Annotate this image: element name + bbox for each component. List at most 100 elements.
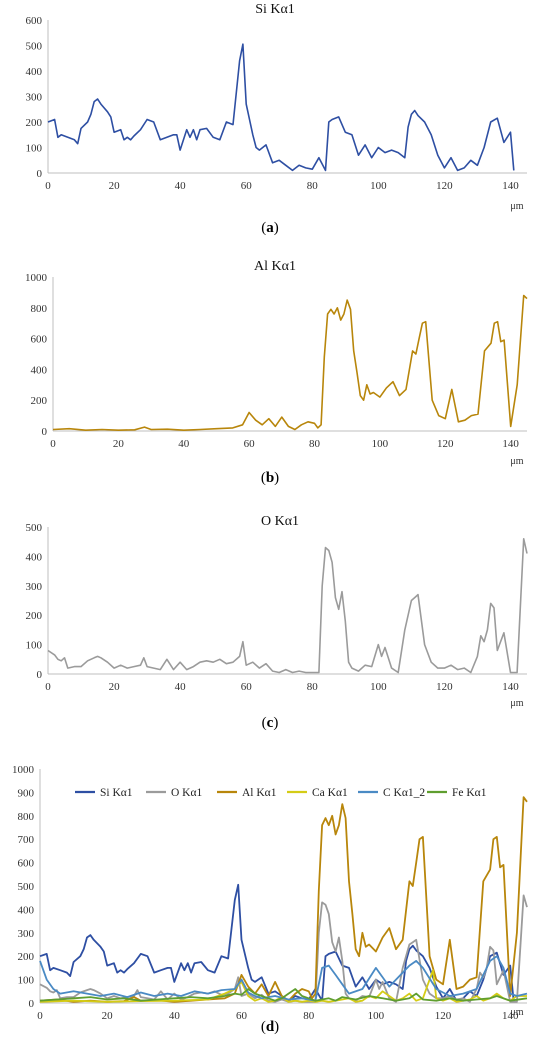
panel-d-caption-letter: d <box>266 1019 275 1035</box>
y-tick-label: 0 <box>29 998 35 1010</box>
panel-c-title: O Kα1 <box>261 514 299 529</box>
y-tick-label: 400 <box>26 66 43 78</box>
panel-c-caption: (c) <box>262 715 279 731</box>
x-tick-label: 120 <box>436 681 453 693</box>
x-tick-label: 140 <box>502 681 519 693</box>
x-tick-label: 60 <box>244 438 256 450</box>
y-tick-label: 800 <box>18 811 35 823</box>
y-tick-label: 500 <box>26 41 43 53</box>
panel-c: O Kα1 0 100 200 300 400 500 0 20 40 60 80 100 120 140… <box>26 514 528 731</box>
series-line-fe-k-1 <box>39 988 528 1002</box>
x-tick-label: 60 <box>241 180 253 192</box>
panel-b-x-unit: μm <box>510 456 523 467</box>
x-tick-label: 140 <box>502 438 519 450</box>
y-tick-label: 600 <box>18 858 35 870</box>
y-tick-label: 200 <box>26 610 43 622</box>
y-tick-label: 900 <box>18 787 35 799</box>
panel-d-x-unit: μm <box>510 1007 523 1018</box>
panel-b: Al Kα1 0 200 400 600 800 1000 0 20 40 60 80 100 120 1… <box>25 259 528 486</box>
y-tick-label: 400 <box>31 364 48 376</box>
panel-a-caption: (a) <box>261 220 279 236</box>
panel-d-caption: (d) <box>261 1019 279 1035</box>
x-tick-label: 0 <box>45 180 51 192</box>
y-tick-label: 700 <box>18 834 35 846</box>
x-tick-label: 80 <box>307 681 319 693</box>
legend-label: Al Kα1 <box>242 787 277 799</box>
x-tick-label: 100 <box>372 438 389 450</box>
y-tick-label: 500 <box>26 522 43 534</box>
x-tick-label: 40 <box>178 438 190 450</box>
y-tick-label: 100 <box>18 975 35 987</box>
x-tick-label: 20 <box>109 180 121 192</box>
x-tick-label: 40 <box>175 681 187 693</box>
legend-label: Si Kα1 <box>100 787 133 799</box>
x-tick-label: 0 <box>45 681 51 693</box>
panel-b-plot <box>52 294 528 432</box>
x-tick-label: 20 <box>102 1010 114 1022</box>
x-tick-label: 80 <box>307 180 319 192</box>
y-tick-label: 1000 <box>12 764 35 776</box>
x-tick-label: 60 <box>241 681 253 693</box>
x-tick-label: 80 <box>309 438 321 450</box>
y-tick-label: 400 <box>18 904 35 916</box>
y-tick-label: 600 <box>26 15 43 27</box>
y-tick-label: 100 <box>26 143 43 155</box>
x-tick-label: 120 <box>435 1010 452 1022</box>
panel-a-plot <box>47 43 515 172</box>
panel-c-x-unit: μm <box>510 698 523 709</box>
series-line-c-k-1-2 <box>39 955 528 1002</box>
panel-a-title: Si Kα1 <box>255 2 295 17</box>
y-tick-label: 300 <box>26 581 43 593</box>
panel-d-plot <box>39 796 528 1003</box>
y-tick-label: 500 <box>18 881 35 893</box>
y-tick-label: 1000 <box>25 272 48 284</box>
y-tick-label: 600 <box>31 334 48 346</box>
panel-a-caption-letter: a <box>266 220 274 236</box>
x-tick-label: 120 <box>437 438 454 450</box>
x-tick-label: 140 <box>502 1010 519 1022</box>
x-tick-label: 140 <box>502 180 519 192</box>
series-line-si-k-1 <box>39 883 515 1002</box>
y-tick-label: 300 <box>26 92 43 104</box>
panel-b-caption-letter: b <box>266 470 274 486</box>
x-tick-label: 0 <box>37 1010 43 1022</box>
x-tick-label: 0 <box>50 438 56 450</box>
x-tick-label: 40 <box>175 180 187 192</box>
panel-d-axes: 0 100 200 300 400 500 600 700 800 900 1000 0 20 40 60 8… <box>12 764 527 1022</box>
series-line-0 <box>47 537 528 674</box>
x-tick-label: 20 <box>113 438 125 450</box>
legend-label: C Kα1_2 <box>383 787 425 799</box>
legend-label: O Kα1 <box>171 787 203 799</box>
y-tick-label: 0 <box>37 168 43 180</box>
y-tick-label: 400 <box>26 551 43 563</box>
panel-b-caption: (b) <box>261 470 279 486</box>
panel-d: 0 100 200 300 400 500 600 700 800 900 1000 0 20 40 60 8… <box>12 764 528 1035</box>
panel-b-title: Al Kα1 <box>254 259 296 274</box>
x-tick-label: 80 <box>303 1010 315 1022</box>
x-tick-label: 20 <box>109 681 121 693</box>
x-tick-label: 100 <box>370 180 387 192</box>
panel-c-plot <box>47 537 528 674</box>
y-tick-label: 200 <box>31 395 48 407</box>
panel-d-legend: Si Kα1 O Kα1 Al Kα1 Ca Kα1 C Kα1_2 Fe Kα1 <box>75 787 487 799</box>
panel-b-axes: 0 200 400 600 800 1000 0 20 40 60 80 100 120 140 <box>25 272 527 450</box>
series-line-0 <box>47 43 515 172</box>
legend-label: Fe Kα1 <box>452 787 487 799</box>
y-tick-label: 0 <box>37 669 43 681</box>
y-tick-label: 800 <box>31 303 48 315</box>
panel-a-x-unit: μm <box>510 201 523 212</box>
x-tick-label: 60 <box>236 1010 248 1022</box>
legend-label: Ca Kα1 <box>312 787 348 799</box>
panel-c-axes: 0 100 200 300 400 500 0 20 40 60 80 100 120 140 <box>26 522 527 693</box>
panel-a-axes: 0 100 200 300 400 500 600 0 20 40 60 80 100 120 140 <box>26 15 527 192</box>
y-tick-label: 300 <box>18 928 35 940</box>
y-tick-label: 200 <box>18 951 35 963</box>
x-tick-label: 120 <box>436 180 453 192</box>
panel-c-caption-letter: c <box>267 715 274 731</box>
series-line-o-k-1 <box>39 894 528 1003</box>
panel-a: Si Kα1 0 100 200 300 400 500 600 0 20 40 60 80 100 12… <box>26 2 527 236</box>
x-tick-label: 100 <box>368 1010 385 1022</box>
y-tick-label: 0 <box>42 426 48 438</box>
x-tick-label: 100 <box>370 681 387 693</box>
